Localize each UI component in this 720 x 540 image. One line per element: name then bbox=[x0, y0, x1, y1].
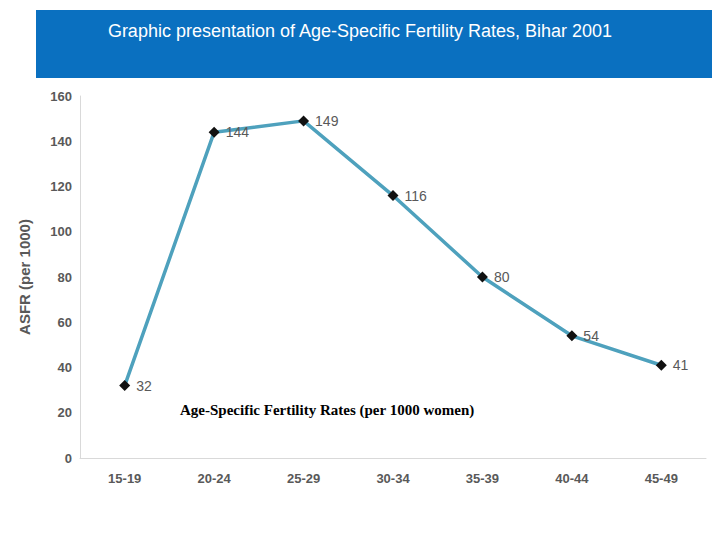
svg-text:160: 160 bbox=[50, 89, 72, 104]
svg-text:35-39: 35-39 bbox=[466, 471, 499, 486]
svg-text:ASFR (per 1000): ASFR (per 1000) bbox=[16, 219, 33, 335]
svg-text:Graphic presentation of Age-Sp: Graphic presentation of Age-Specific Fer… bbox=[108, 21, 612, 41]
svg-text:25-29: 25-29 bbox=[287, 471, 320, 486]
svg-text:30-34: 30-34 bbox=[376, 471, 410, 486]
svg-text:80: 80 bbox=[58, 270, 72, 285]
svg-text:0: 0 bbox=[65, 451, 72, 466]
svg-text:15-19: 15-19 bbox=[108, 471, 141, 486]
svg-text:116: 116 bbox=[405, 188, 428, 204]
svg-text:60: 60 bbox=[58, 315, 72, 330]
svg-text:149: 149 bbox=[315, 113, 339, 129]
svg-text:20-24: 20-24 bbox=[198, 471, 232, 486]
svg-text:45-49: 45-49 bbox=[645, 471, 678, 486]
svg-text:100: 100 bbox=[50, 224, 72, 239]
svg-text:40: 40 bbox=[58, 360, 72, 375]
svg-text:144: 144 bbox=[226, 124, 250, 140]
svg-text:Age-Specific Fertility Rates (: Age-Specific Fertility Rates (per 1000 w… bbox=[180, 402, 474, 419]
svg-text:80: 80 bbox=[494, 269, 510, 285]
svg-text:54: 54 bbox=[583, 328, 599, 344]
svg-text:140: 140 bbox=[50, 134, 72, 149]
svg-text:41: 41 bbox=[673, 357, 689, 373]
svg-text:40-44: 40-44 bbox=[555, 471, 589, 486]
svg-text:120: 120 bbox=[50, 179, 72, 194]
svg-text:20: 20 bbox=[58, 405, 72, 420]
svg-text:32: 32 bbox=[136, 378, 152, 394]
